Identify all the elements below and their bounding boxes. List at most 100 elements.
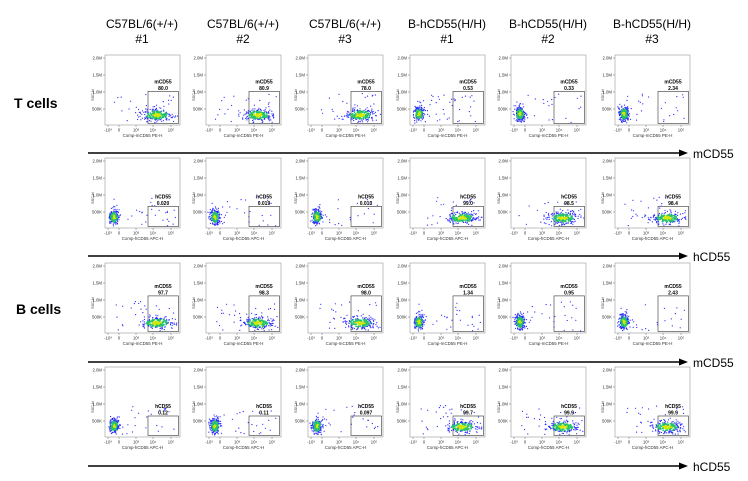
event-dot: [517, 318, 520, 321]
event-dot: [569, 218, 572, 221]
event-dot: [263, 328, 265, 330]
event-dot: [619, 326, 621, 328]
event-dot: [418, 314, 420, 316]
event-dot: [157, 117, 160, 120]
event-dot: [454, 217, 456, 220]
x-tick-label: 10⁴: [455, 231, 462, 236]
event-dot: [152, 317, 154, 319]
event-dot: [632, 326, 634, 328]
event-dot: [420, 328, 422, 330]
event-dot: [647, 217, 649, 219]
event-dot: [329, 321, 331, 323]
event-dot: [548, 215, 550, 217]
event-dot: [138, 324, 140, 326]
event-dot: [469, 96, 471, 98]
event-dot: [627, 95, 629, 97]
event-dot: [639, 101, 641, 103]
event-dot: [376, 204, 378, 206]
event-dot: [553, 214, 555, 216]
event-dot: [439, 119, 441, 121]
event-dot: [219, 218, 221, 220]
y-tick-label: 1.0M: [92, 90, 102, 95]
y-tick-label: 1.0M: [193, 298, 203, 303]
event-dot: [258, 107, 260, 109]
event-dot: [527, 311, 529, 313]
event-dot: [627, 317, 629, 319]
event-dot: [155, 104, 158, 106]
event-dot: [341, 118, 343, 120]
event-dot: [155, 108, 157, 110]
event-dot: [320, 212, 322, 214]
event-dot: [371, 323, 373, 325]
event-dot: [356, 328, 358, 331]
event-dot: [647, 222, 649, 224]
event-dot: [264, 109, 266, 111]
event-dot: [322, 427, 324, 429]
event-dot: [258, 412, 260, 414]
event-dot: [334, 303, 336, 305]
event-dot: [360, 112, 363, 115]
event-dot: [217, 432, 219, 434]
event-dot: [140, 321, 142, 323]
gate-percent-label: 0.11: [259, 411, 269, 417]
event-dot: [666, 217, 668, 220]
event-dot: [513, 118, 515, 120]
event-dot: [261, 214, 263, 217]
event-dot: [419, 112, 422, 115]
event-dot: [572, 304, 574, 306]
y-tick-label: 2.0M: [295, 159, 305, 164]
event-dot: [127, 218, 129, 220]
event-dot: [545, 223, 547, 225]
event-dot: [626, 109, 628, 111]
event-dot: [527, 117, 529, 119]
event-dot: [109, 425, 112, 427]
event-dot: [247, 98, 249, 100]
event-dot: [617, 112, 620, 114]
event-dot: [108, 426, 110, 428]
event-dot: [148, 318, 150, 320]
event-dot: [209, 422, 211, 424]
event-dot: [159, 409, 161, 411]
event-dot: [151, 204, 153, 206]
event-dot: [273, 117, 275, 119]
y-tick-label: 1.0M: [602, 193, 612, 198]
event-dot: [266, 115, 269, 118]
event-dot: [116, 210, 118, 212]
event-dot: [624, 313, 627, 315]
event-dot: [115, 428, 117, 431]
event-dot: [149, 118, 151, 120]
event-dot: [151, 320, 153, 322]
event-dot: [524, 322, 527, 324]
gate-name-label: mCD55: [357, 79, 374, 85]
event-dot: [658, 196, 660, 198]
event-dot: [159, 116, 161, 119]
x-axis-label: Comp-mCD55 PE-H: [633, 133, 673, 138]
y-tick-label: 2.0M: [602, 264, 612, 269]
event-dot: [154, 122, 156, 124]
event-dot: [560, 211, 562, 213]
event-dot: [268, 321, 270, 324]
event-dot: [415, 327, 417, 329]
event-dot: [320, 430, 322, 432]
event-dot: [677, 212, 679, 214]
event-dot: [562, 214, 565, 217]
y-tick-label: 1.5M: [498, 176, 508, 181]
event-dot: [111, 211, 113, 213]
event-dot: [313, 424, 315, 427]
event-dot: [117, 421, 120, 423]
event-dot: [369, 304, 371, 306]
event-dot: [243, 433, 245, 435]
event-dot: [325, 408, 327, 410]
event-dot: [436, 200, 438, 202]
event-dot: [338, 117, 340, 120]
event-dot: [373, 103, 375, 105]
event-dot: [154, 214, 156, 216]
event-dot: [517, 324, 520, 327]
event-dot: [663, 215, 666, 218]
x-tick-label: -10³: [104, 128, 112, 133]
event-dot: [270, 202, 272, 204]
x-tick-label: 0: [118, 336, 121, 341]
